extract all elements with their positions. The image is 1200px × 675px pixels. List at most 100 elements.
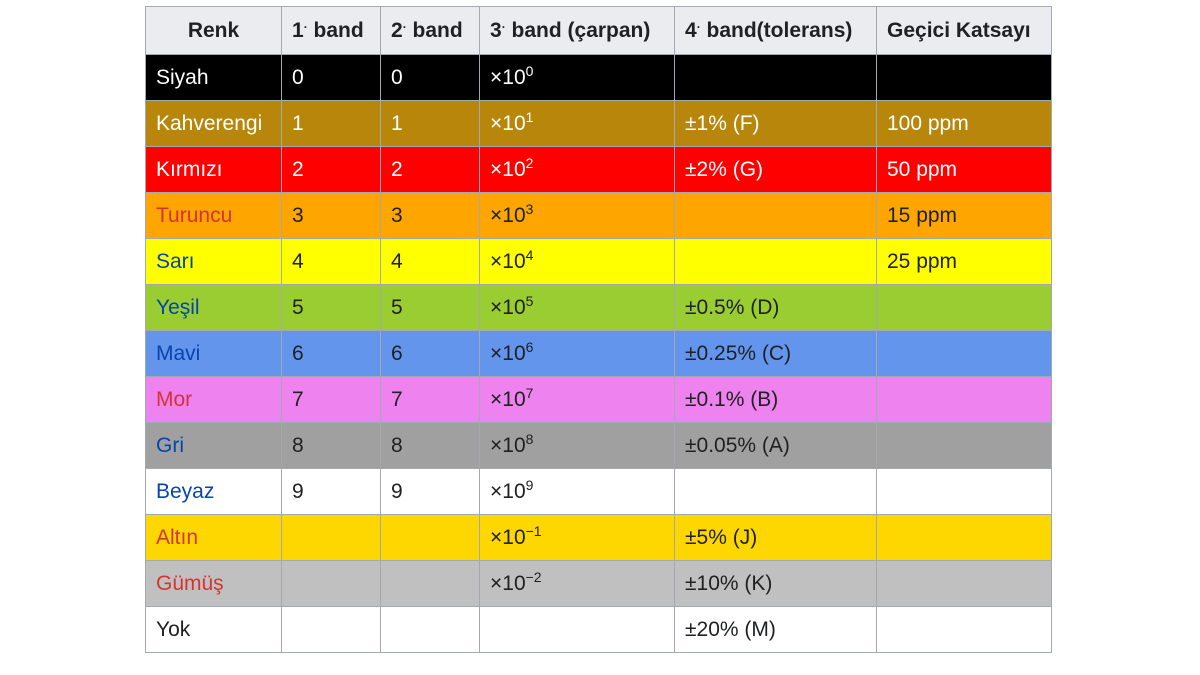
- multiplier-cell: ×104: [479, 238, 675, 285]
- color-name-cell: Gümüş: [145, 560, 282, 607]
- multiplier-exponent: 0: [525, 62, 534, 79]
- color-name-link[interactable]: Altın: [156, 525, 199, 549]
- band1-digit-cell: 1: [281, 100, 381, 147]
- header-band2: 2· band: [380, 6, 480, 55]
- band1-digit-cell: [281, 606, 381, 653]
- table-row: Yeşil 5 5 ×105 ±0.5% (D): [145, 284, 1052, 331]
- multiplier-cell: ×10−2: [479, 560, 675, 607]
- table-row: Mor 7 7 ×107 ±0.1% (B): [145, 376, 1052, 423]
- band4-dot: ·: [696, 19, 701, 34]
- color-name: Kırmızı: [156, 157, 223, 181]
- band3-number: 3: [490, 18, 502, 42]
- table-row: Siyah 0 0 ×100: [145, 54, 1052, 101]
- multiplier-cell: [479, 606, 675, 653]
- band2-text: band: [406, 18, 463, 42]
- band1-digit-cell: 6: [281, 330, 381, 377]
- band1-dot: ·: [303, 19, 308, 34]
- multiplier-cell: ×105: [479, 284, 675, 331]
- tolerance-cell: ±20% (M): [674, 606, 877, 653]
- band1-text: band: [307, 18, 364, 42]
- table-row: Kırmızı 2 2 ×102 ±2% (G) 50 ppm: [145, 146, 1052, 193]
- multiplier-base: ×10: [490, 249, 526, 273]
- band2-dot: ·: [402, 19, 407, 34]
- tolerance-cell: ±5% (J): [674, 514, 877, 561]
- temp-coefficient-cell: [876, 54, 1052, 101]
- band1-digit-cell: 9: [281, 468, 381, 515]
- multiplier-base: ×10: [490, 157, 526, 181]
- multiplier-exponent: −1: [525, 522, 542, 539]
- resistor-color-code-table: Renk 1· band 2· band 3· band (çarpan) 4·…: [145, 6, 1052, 653]
- color-name-link[interactable]: Gümüş: [156, 571, 224, 595]
- color-name-link[interactable]: Gri: [156, 433, 184, 457]
- band1-digit-cell: 4: [281, 238, 381, 285]
- band3-dot: ·: [501, 19, 506, 34]
- band2-digit-cell: 6: [380, 330, 480, 377]
- table-row: Altın ×10−1 ±5% (J): [145, 514, 1052, 561]
- temp-coefficient-cell: [876, 376, 1052, 423]
- multiplier-exponent: 9: [525, 476, 534, 493]
- band2-digit-cell: 1: [380, 100, 480, 147]
- band1-digit-cell: 8: [281, 422, 381, 469]
- tolerance-cell: [674, 238, 877, 285]
- table-row: Gümüş ×10−2 ±10% (K): [145, 560, 1052, 607]
- multiplier-base: ×10: [490, 433, 526, 457]
- color-name-link[interactable]: Turuncu: [156, 203, 233, 227]
- header-band4: 4· band(tolerans): [674, 6, 877, 55]
- temp-coefficient-cell: 15 ppm: [876, 192, 1052, 239]
- temp-coefficient-cell: 25 ppm: [876, 238, 1052, 285]
- temp-coefficient-cell: 50 ppm: [876, 146, 1052, 193]
- multiplier-base: ×10: [490, 525, 526, 549]
- band1-digit-cell: 7: [281, 376, 381, 423]
- color-name-link[interactable]: Sarı: [156, 249, 195, 273]
- table-row: Kahverengi 1 1 ×101 ±1% (F) 100 ppm: [145, 100, 1052, 147]
- multiplier-exponent: 2: [525, 154, 534, 171]
- band2-digit-cell: 9: [380, 468, 480, 515]
- color-name: Siyah: [156, 65, 209, 89]
- temp-coefficient-cell: [876, 284, 1052, 331]
- multiplier-cell: ×109: [479, 468, 675, 515]
- multiplier-exponent: 3: [525, 200, 534, 217]
- table-row: Beyaz 9 9 ×109: [145, 468, 1052, 515]
- table-row: Gri 8 8 ×108 ±0.05% (A): [145, 422, 1052, 469]
- band2-digit-cell: 7: [380, 376, 480, 423]
- color-name-cell: Turuncu: [145, 192, 282, 239]
- header-band1: 1· band: [281, 6, 381, 55]
- multiplier-exponent: 1: [525, 108, 534, 125]
- color-name: Yok: [156, 617, 191, 641]
- temp-coefficient-cell: [876, 422, 1052, 469]
- multiplier-base: ×10: [490, 571, 526, 595]
- band2-digit-cell: 2: [380, 146, 480, 193]
- band1-digit-cell: 0: [281, 54, 381, 101]
- color-name-cell: Yok: [145, 606, 282, 653]
- multiplier-cell: ×10−1: [479, 514, 675, 561]
- color-name-cell: Kahverengi: [145, 100, 282, 147]
- table-row: Turuncu 3 3 ×103 15 ppm: [145, 192, 1052, 239]
- tolerance-cell: [674, 192, 877, 239]
- multiplier-cell: ×101: [479, 100, 675, 147]
- multiplier-exponent: 6: [525, 338, 534, 355]
- tolerance-cell: [674, 468, 877, 515]
- multiplier-exponent: 4: [525, 246, 534, 263]
- table-body: Siyah 0 0 ×100 Kahverengi 1 1 ×101 ±1% (F) 100 pp…: [145, 54, 1052, 653]
- color-name-link[interactable]: Beyaz: [156, 479, 215, 503]
- color-name-cell: Altın: [145, 514, 282, 561]
- multiplier-cell: ×100: [479, 54, 675, 101]
- band4-text: band(tolerans): [700, 18, 853, 42]
- multiplier-base: ×10: [490, 341, 526, 365]
- color-name-cell: Gri: [145, 422, 282, 469]
- header-band3: 3· band (çarpan): [479, 6, 675, 55]
- color-name-link[interactable]: Mor: [156, 387, 193, 411]
- color-name-cell: Mor: [145, 376, 282, 423]
- band2-digit-cell: [380, 560, 480, 607]
- tolerance-cell: ±0.05% (A): [674, 422, 877, 469]
- band2-digit-cell: 5: [380, 284, 480, 331]
- multiplier-base: ×10: [490, 295, 526, 319]
- band2-digit-cell: [380, 514, 480, 561]
- color-name-link[interactable]: Mavi: [156, 341, 201, 365]
- tolerance-cell: ±0.1% (B): [674, 376, 877, 423]
- color-name-link[interactable]: Yeşil: [156, 295, 200, 319]
- header-color: Renk: [145, 6, 282, 55]
- multiplier-cell: ×107: [479, 376, 675, 423]
- temp-coefficient-cell: 100 ppm: [876, 100, 1052, 147]
- band2-number: 2: [391, 18, 403, 42]
